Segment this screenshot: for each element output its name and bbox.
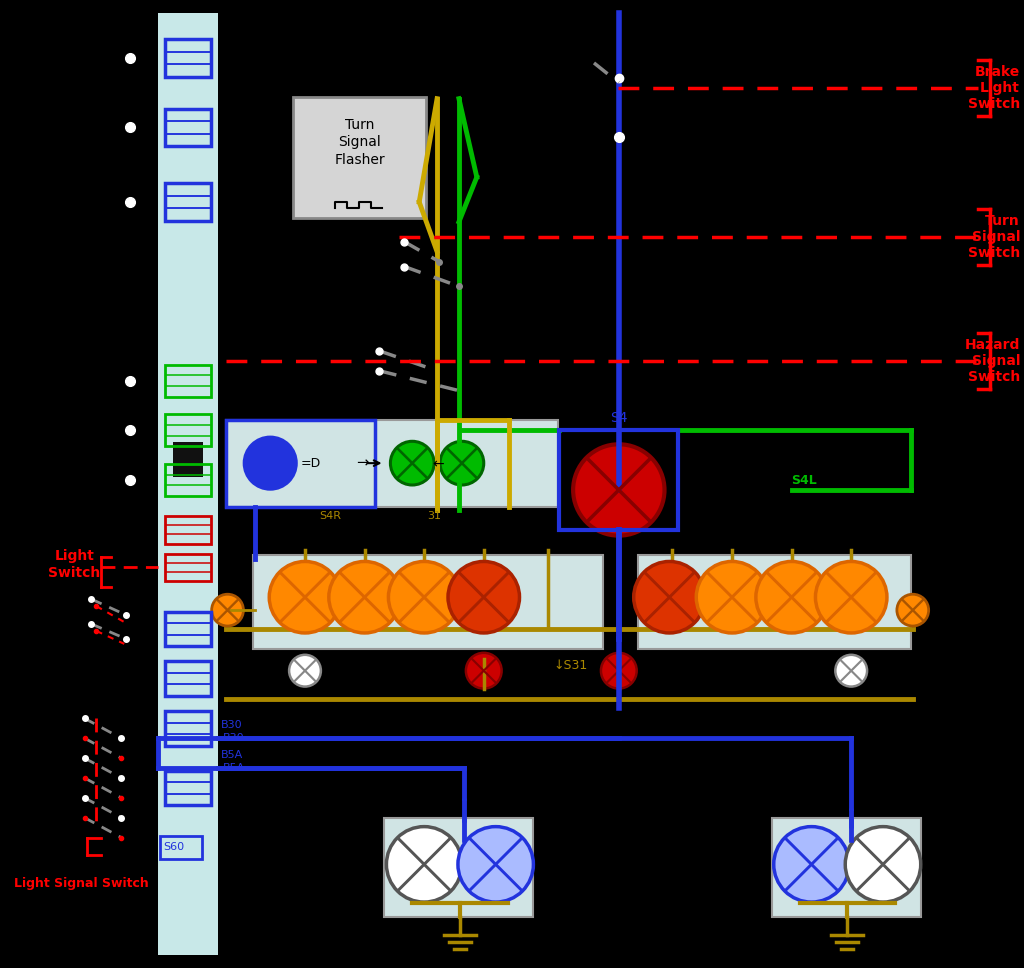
Text: =D: =D (301, 457, 322, 469)
Text: B30: B30 (220, 720, 243, 730)
Text: S4L: S4L (792, 474, 817, 487)
Circle shape (897, 594, 929, 626)
Text: Light
Switch: Light Switch (48, 550, 100, 580)
FancyBboxPatch shape (253, 555, 603, 649)
Text: ←: ← (432, 457, 443, 471)
Circle shape (815, 561, 887, 633)
Circle shape (601, 652, 637, 688)
Text: B5A: B5A (222, 763, 245, 773)
Circle shape (774, 827, 849, 902)
Text: S4R: S4R (318, 511, 341, 521)
Text: Light Signal Switch: Light Signal Switch (14, 877, 148, 891)
FancyBboxPatch shape (293, 97, 426, 218)
Text: Turn
Signal
Flasher: Turn Signal Flasher (334, 117, 385, 167)
Circle shape (245, 438, 296, 489)
Text: →: → (356, 456, 369, 470)
Circle shape (388, 561, 460, 633)
Circle shape (289, 654, 321, 686)
FancyBboxPatch shape (384, 818, 534, 917)
Circle shape (329, 561, 400, 633)
Circle shape (390, 441, 434, 485)
Text: Brake
Light
Switch: Brake Light Switch (968, 65, 1020, 111)
Text: B30: B30 (222, 733, 244, 743)
Circle shape (466, 652, 502, 688)
Circle shape (212, 594, 244, 626)
Circle shape (634, 561, 706, 633)
Circle shape (573, 444, 665, 535)
Circle shape (269, 561, 341, 633)
Circle shape (756, 561, 827, 633)
Circle shape (836, 654, 867, 686)
Circle shape (386, 827, 462, 902)
Text: 31: 31 (427, 511, 441, 521)
Text: S4: S4 (610, 411, 628, 425)
FancyBboxPatch shape (638, 555, 910, 649)
Text: ↓S31: ↓S31 (553, 659, 588, 672)
Circle shape (440, 441, 483, 485)
Text: B5A: B5A (220, 750, 243, 760)
FancyBboxPatch shape (772, 818, 921, 917)
Circle shape (449, 561, 519, 633)
Text: Turn
Signal
Switch: Turn Signal Switch (968, 214, 1020, 260)
Text: S60: S60 (163, 842, 184, 853)
Text: Hazard
Signal
Switch: Hazard Signal Switch (965, 338, 1020, 384)
FancyBboxPatch shape (225, 420, 558, 507)
Circle shape (696, 561, 768, 633)
Bar (173, 442, 203, 477)
Circle shape (845, 827, 921, 902)
Circle shape (458, 827, 534, 902)
Bar (158, 14, 218, 954)
